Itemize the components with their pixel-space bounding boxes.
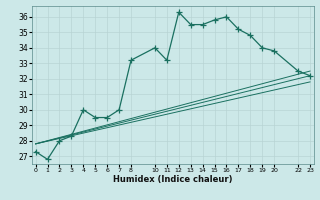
- X-axis label: Humidex (Indice chaleur): Humidex (Indice chaleur): [113, 175, 233, 184]
